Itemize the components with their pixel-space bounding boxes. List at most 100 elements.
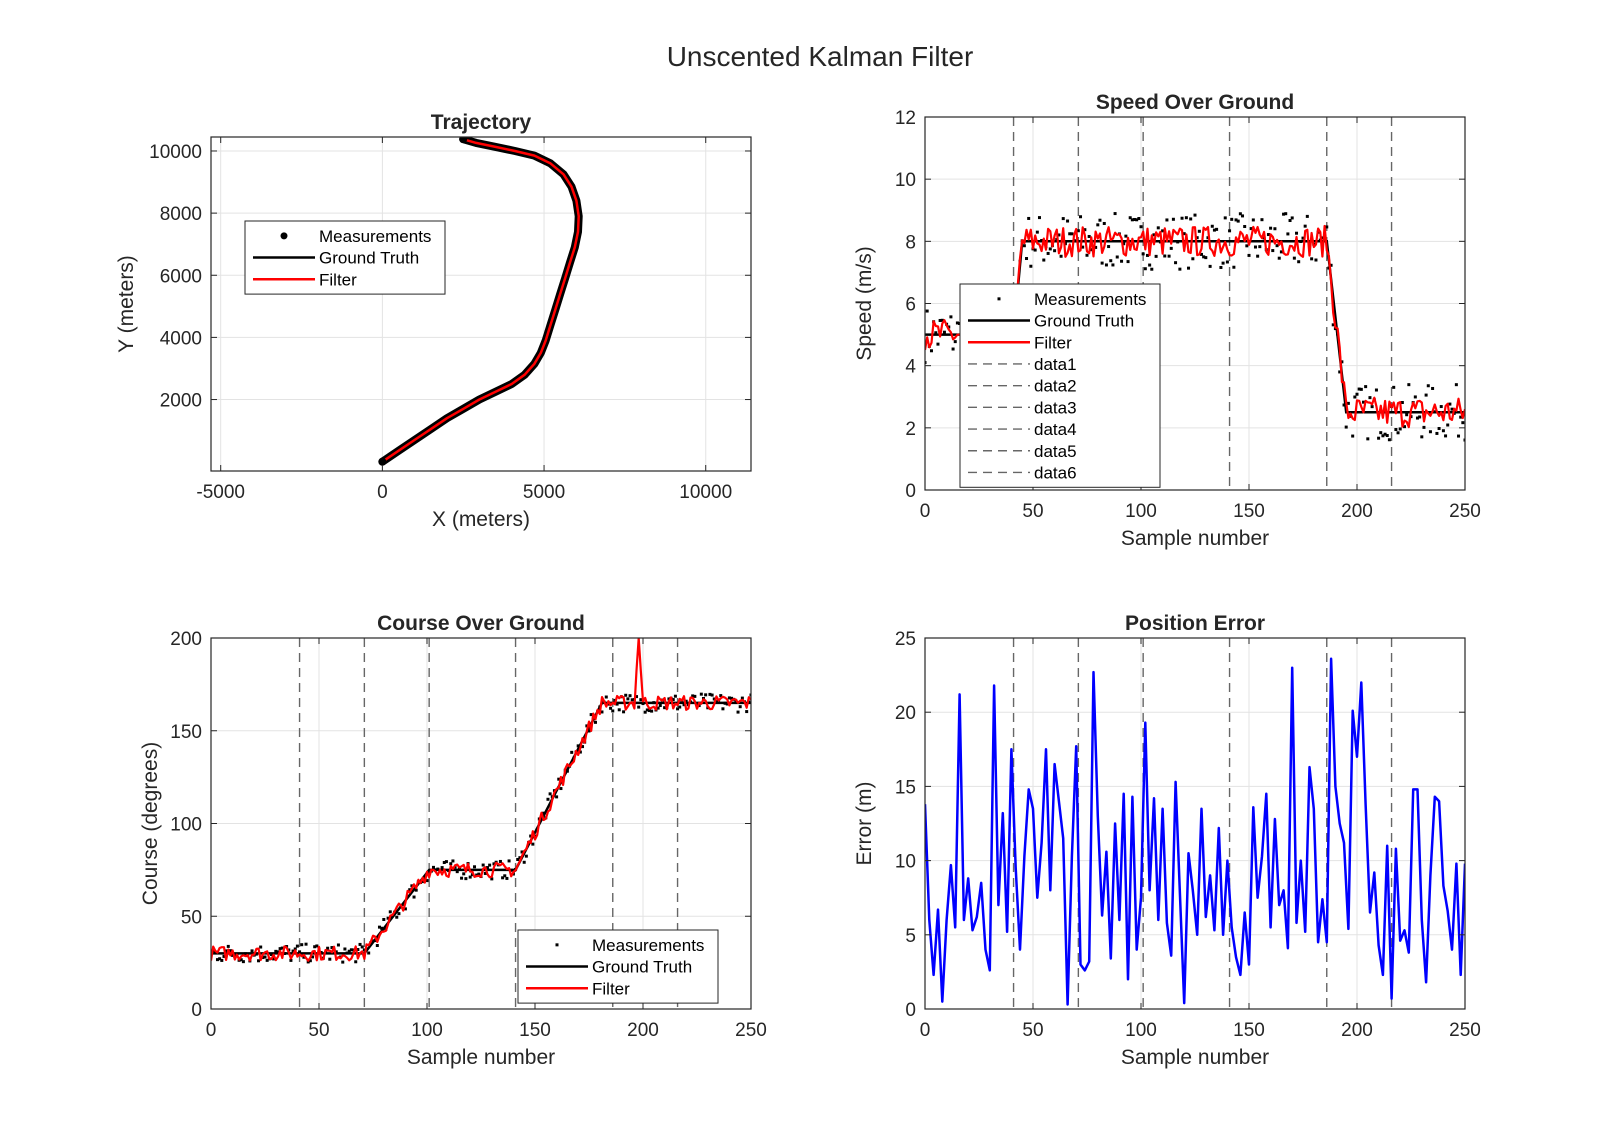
measurement-point xyxy=(349,948,353,952)
measurement-point xyxy=(1126,260,1130,264)
measurement-point xyxy=(336,943,340,947)
x-tick-label: 200 xyxy=(627,1020,659,1041)
y-tick-label: 5 xyxy=(905,926,916,947)
measurement-point xyxy=(1204,256,1208,260)
measurement-point xyxy=(293,947,297,951)
measurement-point xyxy=(1228,229,1232,233)
measurement-point xyxy=(630,698,634,702)
measurement-point xyxy=(1148,263,1152,267)
x-tick-label: 200 xyxy=(1341,1020,1373,1041)
x-tick-label: 50 xyxy=(308,1020,329,1041)
legend-marker-measurements xyxy=(280,232,288,240)
measurement-point xyxy=(1165,218,1169,222)
measurement-point xyxy=(557,777,561,781)
measurement-point xyxy=(1238,212,1242,216)
measurement-point xyxy=(222,954,226,958)
measurement-point xyxy=(1107,245,1111,249)
measurement-point xyxy=(522,860,526,864)
measurement-point xyxy=(1431,386,1435,390)
measurement-point xyxy=(1025,257,1029,261)
legend-label: Filter xyxy=(592,979,630,998)
measurement-point xyxy=(1215,227,1219,231)
measurement-point xyxy=(1405,413,1409,417)
measurement-point xyxy=(1094,245,1098,249)
measurement-point xyxy=(302,955,306,959)
y-tick-label: 12 xyxy=(895,108,916,129)
measurement-point xyxy=(1133,217,1137,221)
measurement-point xyxy=(1247,253,1251,257)
measurement-point xyxy=(704,693,708,697)
measurement-point xyxy=(295,944,299,948)
measurement-point xyxy=(1089,248,1093,252)
measurement-point xyxy=(1234,218,1238,222)
measurement-point xyxy=(951,347,955,351)
measurement-point xyxy=(215,958,219,962)
measurement-point xyxy=(1068,232,1072,236)
legend-label: data4 xyxy=(1034,420,1077,439)
measurement-point xyxy=(1167,254,1171,258)
measurement-point xyxy=(1342,403,1346,407)
measurement-point xyxy=(1418,415,1422,419)
measurement-point xyxy=(589,713,593,717)
plot-content xyxy=(925,638,1465,1009)
x-tick-label: 0 xyxy=(206,1020,217,1041)
measurement-point xyxy=(490,877,494,881)
measurement-point xyxy=(1223,216,1227,220)
measurement-point xyxy=(1366,437,1370,441)
measurement-point xyxy=(529,834,533,838)
y-tick-label: 15 xyxy=(895,777,916,798)
measurement-point xyxy=(289,958,293,962)
x-tick-label: 50 xyxy=(1022,1020,1043,1041)
measurement-point xyxy=(414,888,418,892)
measurement-point xyxy=(1197,229,1201,233)
measurement-point xyxy=(676,707,680,711)
y-tick-label: 6 xyxy=(905,295,916,316)
measurement-point xyxy=(559,787,563,791)
y-tick-label: 20 xyxy=(895,703,916,724)
legend: Measurements Ground Truth Filter xyxy=(517,929,719,1004)
measurement-point xyxy=(1037,216,1041,220)
legend: Measurements Ground Truth Filter data1 data2… xyxy=(959,283,1161,488)
y-tick-label: 2000 xyxy=(160,391,202,412)
measurement-point xyxy=(942,330,946,334)
measurement-point xyxy=(250,949,254,953)
legend-label: Filter xyxy=(319,270,357,289)
measurement-point xyxy=(483,871,487,875)
x-tick-label: 100 xyxy=(1125,501,1157,522)
measurement-point xyxy=(442,860,446,864)
measurement-point xyxy=(395,915,399,919)
measurement-point xyxy=(1377,436,1381,440)
measurement-point xyxy=(953,340,957,344)
measurement-point xyxy=(347,949,351,953)
measurement-point xyxy=(1210,224,1214,228)
measurement-point xyxy=(678,705,682,709)
measurement-point xyxy=(1163,254,1167,258)
measurement-point xyxy=(548,792,552,796)
measurement-point xyxy=(1243,225,1247,229)
measurement-point xyxy=(362,948,366,952)
measurement-point xyxy=(710,693,714,697)
series-filter xyxy=(381,137,580,463)
measurement-point xyxy=(1301,236,1305,240)
measurement-point xyxy=(1413,395,1417,399)
measurement-point xyxy=(505,876,509,880)
measurement-point xyxy=(1182,232,1186,236)
measurement-point xyxy=(1269,226,1273,230)
measurement-point xyxy=(1087,234,1091,238)
measurement-point xyxy=(1379,431,1383,435)
measurement-point xyxy=(356,948,360,952)
measurement-point xyxy=(1288,219,1292,223)
x-tick-label: 150 xyxy=(1233,1020,1265,1041)
measurement-point xyxy=(1260,218,1264,222)
measurement-point xyxy=(449,862,453,866)
x-tick-label: 5000 xyxy=(523,482,565,503)
measurement-point xyxy=(1189,217,1193,221)
measurement-point xyxy=(708,692,712,696)
measurement-point xyxy=(440,866,444,870)
measurement-point xyxy=(1450,407,1454,411)
measurement-point xyxy=(1277,256,1281,260)
legend: Measurements Ground Truth Filter xyxy=(244,220,446,295)
measurement-point xyxy=(427,870,431,874)
measurement-point xyxy=(1115,255,1119,259)
measurement-point xyxy=(1232,265,1236,269)
